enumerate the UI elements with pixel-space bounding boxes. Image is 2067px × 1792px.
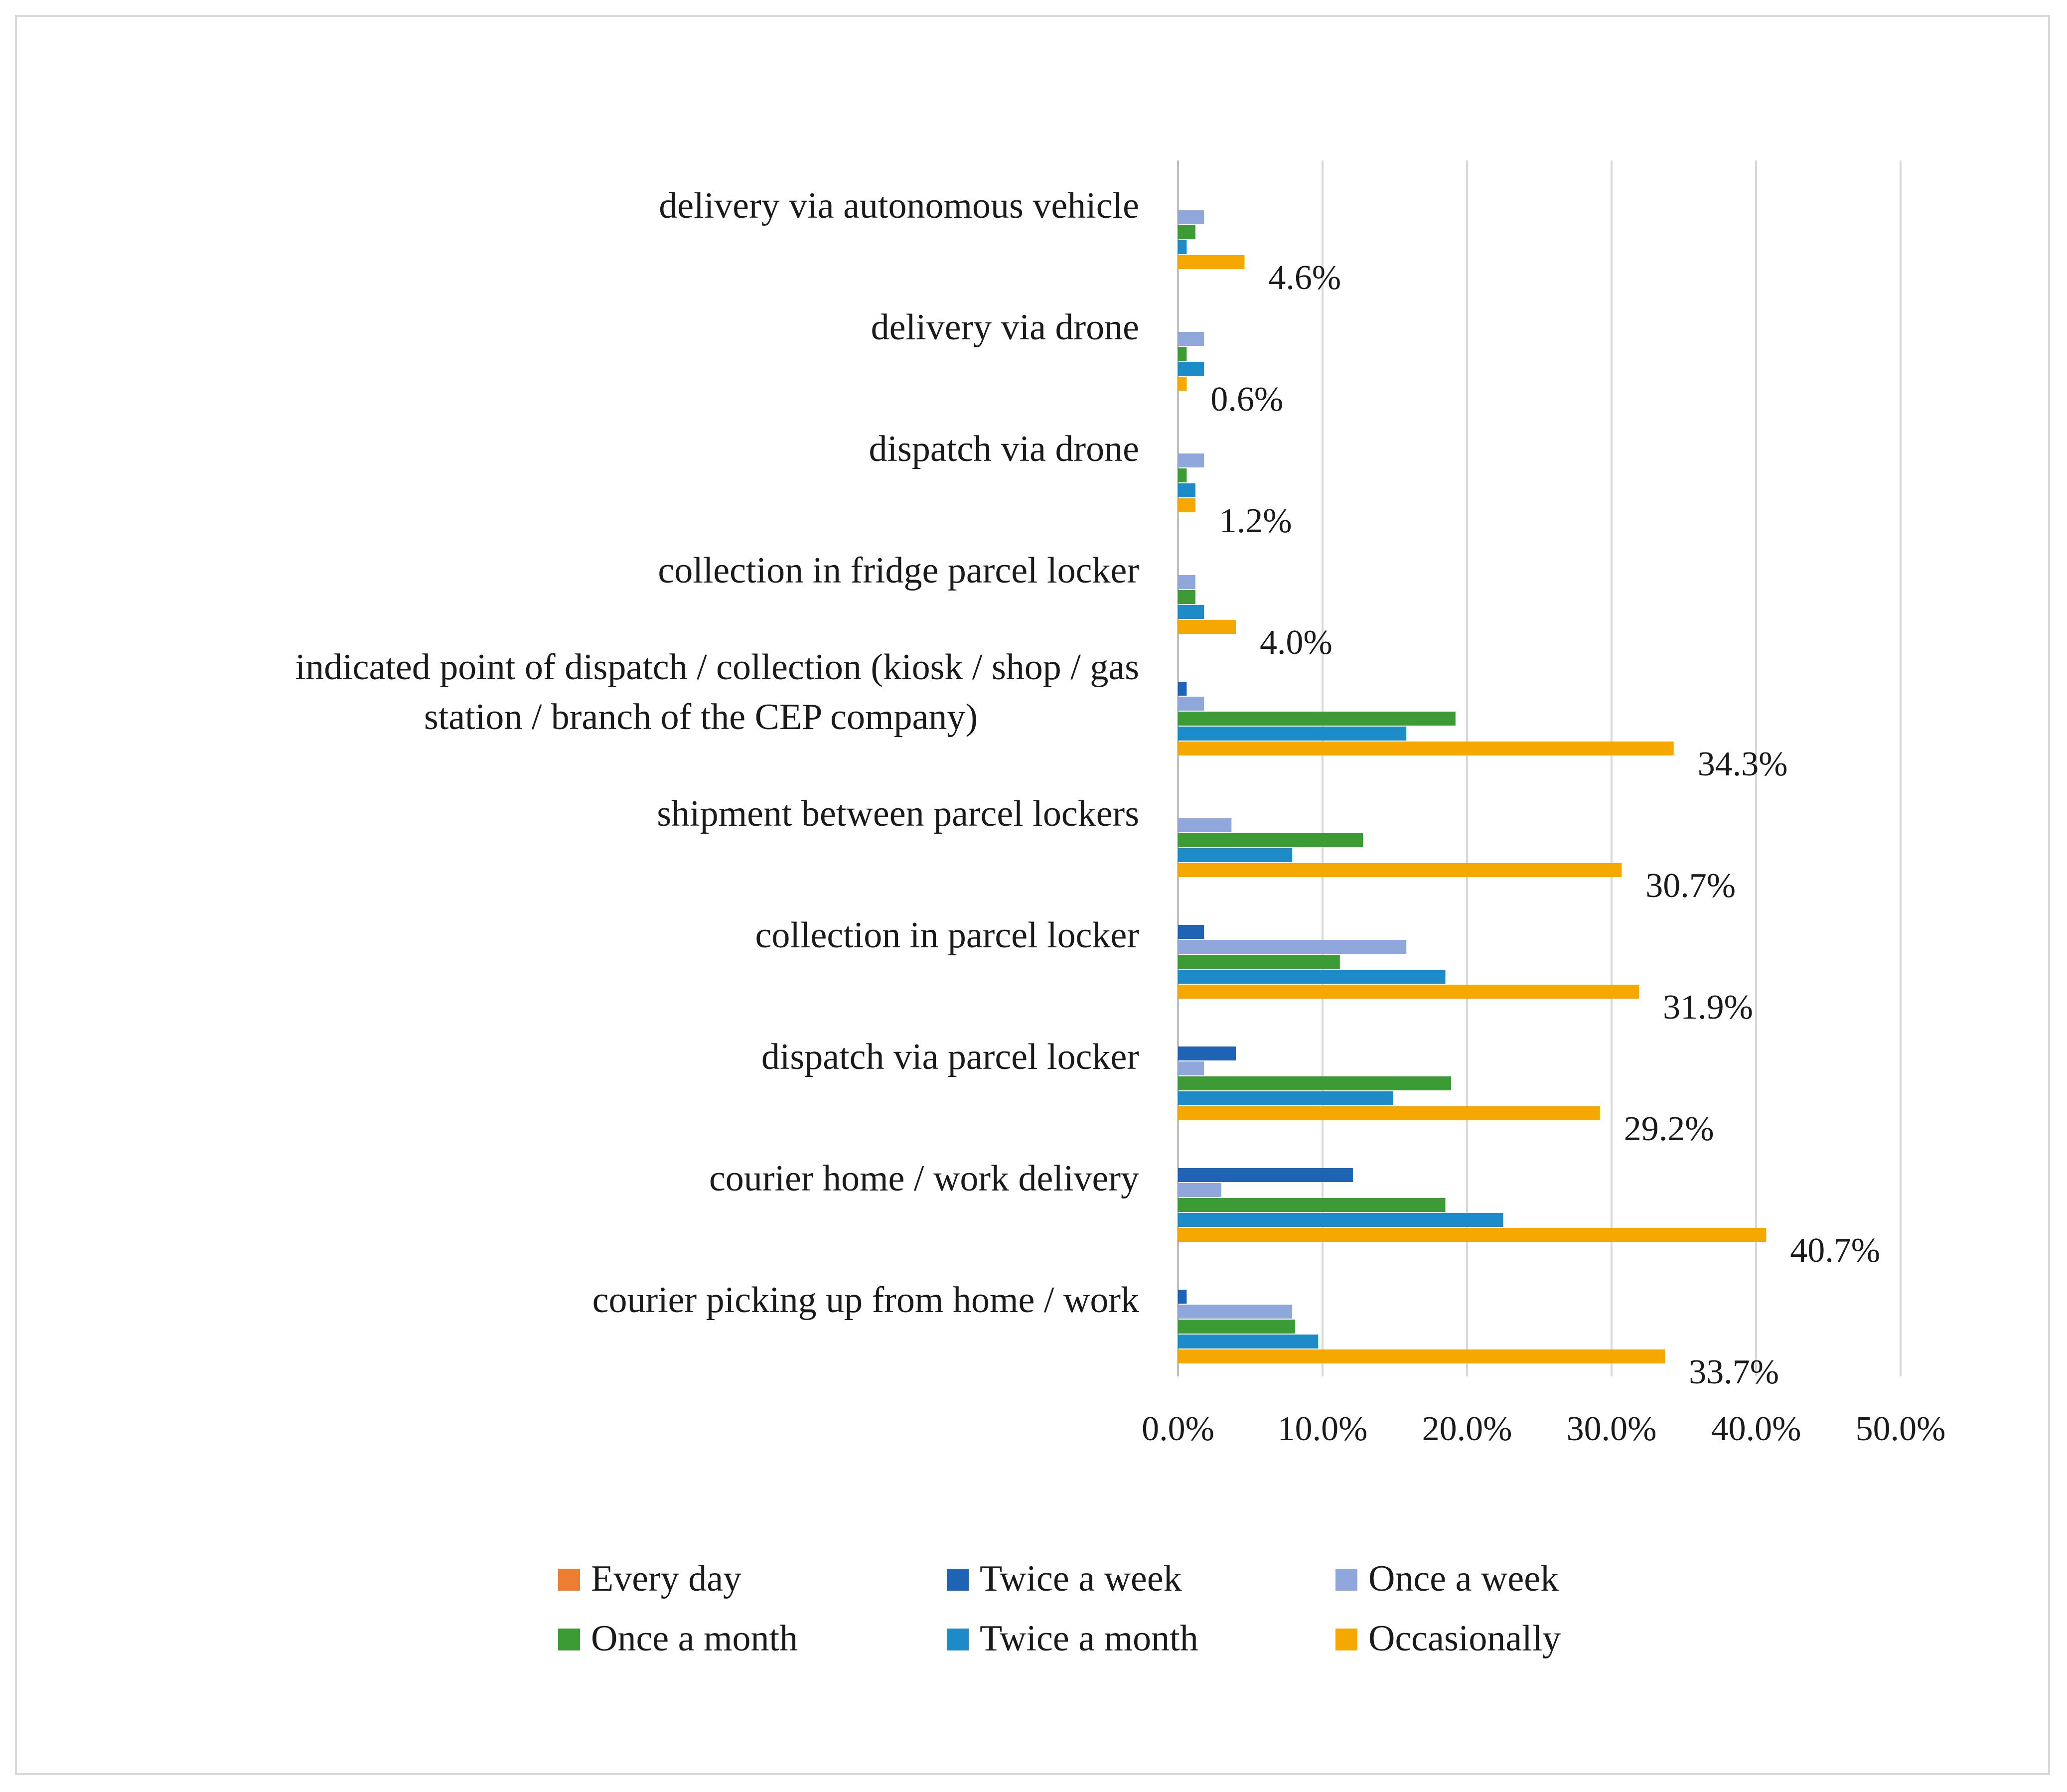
- legend-label: Once a month: [591, 1618, 798, 1659]
- data-label: 0.6%: [1210, 380, 1283, 419]
- bar: [1178, 590, 1195, 604]
- category-label: delivery via drone: [871, 307, 1139, 348]
- bar: [1178, 925, 1204, 939]
- bar: [1178, 1305, 1293, 1319]
- data-label: 29.2%: [1624, 1110, 1714, 1148]
- category-label: delivery via autonomous vehicle: [659, 185, 1139, 226]
- bar: [1178, 1320, 1295, 1334]
- bar: [1178, 483, 1195, 497]
- category-label: courier home / work delivery: [709, 1158, 1139, 1199]
- category-label: station / branch of the CEP company): [424, 697, 978, 738]
- category-label: collection in parcel locker: [755, 915, 1139, 956]
- bar: [1178, 210, 1204, 224]
- bar: [1178, 1061, 1204, 1075]
- bar: [1178, 332, 1204, 346]
- legend-label: Twice a week: [980, 1558, 1182, 1599]
- bar: [1178, 712, 1456, 726]
- bar: [1178, 362, 1204, 376]
- category-label: dispatch via parcel locker: [761, 1037, 1139, 1077]
- x-tick-label: 40.0%: [1711, 1410, 1801, 1448]
- data-label: 40.7%: [1790, 1231, 1880, 1270]
- bar: [1178, 940, 1407, 954]
- bar: [1178, 1228, 1767, 1242]
- bar: [1178, 453, 1204, 467]
- category-label: courier picking up from home / work: [592, 1280, 1139, 1321]
- bar: [1178, 848, 1293, 862]
- bar: [1178, 1076, 1452, 1090]
- legend-swatch: [947, 1629, 969, 1650]
- bar: [1178, 970, 1446, 984]
- bar: [1178, 620, 1236, 634]
- bar: [1178, 1349, 1665, 1363]
- bar: [1178, 240, 1187, 254]
- bar: [1178, 1046, 1236, 1060]
- category-label: collection in fridge parcel locker: [658, 550, 1139, 591]
- bar: [1178, 863, 1622, 877]
- category-label: indicated point of dispatch / collection…: [295, 647, 1139, 688]
- legend-swatch: [558, 1629, 580, 1650]
- x-tick-label: 50.0%: [1856, 1410, 1946, 1448]
- bar: [1178, 985, 1639, 999]
- data-label: 30.7%: [1645, 867, 1736, 905]
- bar: [1178, 1335, 1319, 1348]
- bar: [1178, 468, 1187, 482]
- bar: [1178, 833, 1363, 847]
- legend-label: Once a week: [1368, 1558, 1559, 1599]
- data-label: 1.2%: [1219, 502, 1292, 540]
- bar: [1178, 498, 1195, 512]
- bar: [1178, 818, 1232, 832]
- bar: [1178, 682, 1187, 696]
- legend-swatch: [1335, 1569, 1357, 1591]
- bar: [1178, 1091, 1394, 1105]
- bar: [1178, 605, 1204, 619]
- bar: [1178, 255, 1245, 269]
- chart-frame: [15, 15, 2050, 1775]
- x-tick-label: 20.0%: [1422, 1410, 1512, 1448]
- bar: [1178, 1183, 1221, 1197]
- bar: [1178, 575, 1195, 589]
- x-tick-label: 30.0%: [1567, 1410, 1657, 1448]
- legend-swatch: [947, 1569, 969, 1591]
- legend-label: Every day: [591, 1558, 741, 1599]
- data-label: 4.6%: [1268, 259, 1341, 297]
- bar: [1178, 742, 1674, 755]
- legend-label: Occasionally: [1368, 1618, 1561, 1659]
- bar: [1178, 377, 1187, 391]
- legend-swatch: [1335, 1629, 1357, 1650]
- data-label: 34.3%: [1698, 745, 1788, 783]
- bar: [1178, 955, 1340, 969]
- bar: [1178, 1213, 1503, 1227]
- bar: [1178, 1106, 1600, 1120]
- bar: [1178, 727, 1407, 741]
- x-tick-label: 0.0%: [1142, 1410, 1214, 1448]
- legend-swatch: [558, 1569, 580, 1591]
- bar: [1178, 697, 1204, 711]
- data-label: 4.0%: [1260, 623, 1332, 662]
- category-label: shipment between parcel lockers: [657, 793, 1139, 834]
- bar: [1178, 347, 1187, 361]
- bar: [1178, 1198, 1446, 1212]
- data-label: 31.9%: [1663, 988, 1753, 1027]
- data-label: 33.7%: [1689, 1353, 1779, 1391]
- bar: [1178, 225, 1195, 239]
- category-label: dispatch via drone: [869, 429, 1140, 469]
- bar: [1178, 1290, 1187, 1304]
- legend-label: Twice a month: [980, 1618, 1198, 1659]
- bar: [1178, 1168, 1353, 1182]
- x-tick-label: 10.0%: [1278, 1410, 1368, 1448]
